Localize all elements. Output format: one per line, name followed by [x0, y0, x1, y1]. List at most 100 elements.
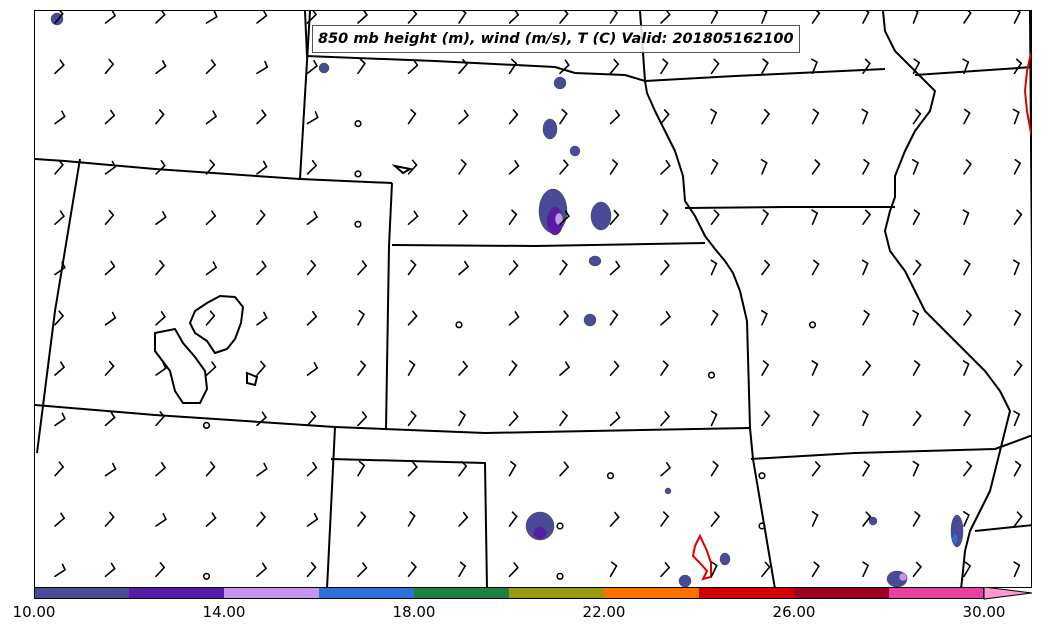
wind-barb — [660, 310, 671, 326]
temperature-contour — [1023, 52, 1031, 139]
precip-cell — [583, 313, 597, 327]
wind-barb — [811, 511, 819, 527]
colorbar-extend-arrow — [983, 587, 1033, 600]
wind-barb — [609, 209, 620, 225]
shaded-precip-areas — [50, 12, 964, 587]
wind-barb — [54, 110, 66, 125]
wind-barb — [458, 260, 469, 276]
wind-barb — [104, 511, 115, 527]
wind-barb — [963, 259, 971, 276]
wind-barb — [811, 259, 820, 276]
wind-barb — [912, 309, 919, 326]
mississippi-river — [882, 11, 1011, 587]
wind-barb — [660, 461, 671, 477]
precip-cell — [664, 487, 672, 495]
montana-dakota-border — [299, 11, 311, 180]
wind-barb — [256, 109, 267, 125]
wind-barb — [306, 461, 318, 477]
calm-circle — [758, 522, 766, 530]
temperature-contours — [691, 52, 1031, 581]
wind-barb — [54, 159, 64, 175]
precip-cell — [590, 201, 612, 231]
precip-cell — [678, 574, 692, 587]
wind-barb — [710, 410, 718, 427]
wind-barb — [609, 260, 621, 276]
reservoir — [391, 164, 413, 175]
wind-barb — [912, 209, 921, 225]
wind-barb — [54, 361, 65, 376]
wind-barb — [609, 109, 621, 125]
wind-barb — [710, 511, 720, 527]
wind-barb — [912, 11, 919, 24]
wind-barb — [407, 210, 419, 225]
wind-barb — [54, 310, 64, 326]
wind-barb — [559, 159, 569, 175]
wind-barb — [508, 360, 518, 376]
nebraska-kansas-border — [391, 242, 706, 247]
wind-barb — [54, 261, 66, 276]
wind-barb — [357, 58, 366, 75]
wind-barb — [54, 512, 65, 527]
wind-barb — [104, 411, 116, 427]
wind-barb — [54, 412, 66, 427]
wind-barb — [660, 562, 670, 578]
wind-barb — [407, 59, 419, 75]
wind-barb — [660, 360, 669, 376]
wind-barb — [861, 108, 869, 125]
wind-barb — [609, 159, 619, 175]
wind-barb — [407, 360, 416, 376]
wind-barb — [912, 58, 920, 75]
wind-barb — [862, 410, 869, 427]
wind-barb — [912, 108, 922, 125]
wind-barb — [660, 109, 670, 125]
wind-barb — [862, 209, 871, 225]
precip-cell — [898, 572, 908, 582]
calm-circle — [808, 321, 817, 329]
wind-barb — [811, 58, 818, 75]
wind-barb — [761, 561, 771, 578]
wind-barb — [508, 511, 518, 527]
wind-barb — [508, 209, 518, 225]
wind-barb — [407, 11, 418, 24]
wind-barb — [710, 259, 718, 276]
wind-barb — [306, 210, 318, 225]
precip-cell — [951, 533, 959, 545]
wind-barb — [963, 511, 970, 527]
wind-barb — [407, 461, 418, 477]
wind-barb — [54, 11, 64, 24]
wind-barb — [357, 309, 365, 326]
wind-barb — [306, 361, 319, 376]
wind-barb — [761, 410, 771, 427]
wind-barb — [306, 111, 319, 125]
wind-barb — [1013, 511, 1023, 527]
wind-barb — [357, 260, 367, 276]
colorbar-tick-label: 10.00 — [12, 603, 56, 621]
wind-barb — [912, 460, 920, 477]
wind-barb — [306, 411, 317, 427]
oklahoma-panhandle — [330, 458, 488, 587]
wind-barb — [306, 59, 318, 75]
new-mexico-east-border — [326, 426, 336, 587]
wind-barb — [761, 58, 769, 75]
wind-barb — [104, 11, 116, 24]
wind-barb — [811, 11, 821, 24]
wind-barb — [407, 561, 417, 578]
wind-barb — [710, 108, 717, 125]
wind-barb — [205, 461, 216, 477]
wind-barb — [155, 310, 166, 326]
wind-barb — [205, 210, 217, 225]
great-salt-lake — [154, 327, 209, 404]
wind-barb — [205, 261, 218, 276]
colorbar-segment — [34, 587, 130, 599]
wind-barb — [104, 562, 116, 578]
wind-barb — [962, 360, 970, 376]
missouri-river-ne-ia — [644, 80, 741, 292]
wind-barb — [306, 310, 318, 326]
wind-barb — [104, 109, 116, 125]
calm-circle — [354, 220, 362, 228]
wind-barb — [660, 11, 671, 24]
wind-barb — [407, 108, 417, 125]
wind-barb — [54, 563, 66, 578]
wind-barb — [458, 58, 468, 75]
wind-barb — [256, 160, 268, 175]
